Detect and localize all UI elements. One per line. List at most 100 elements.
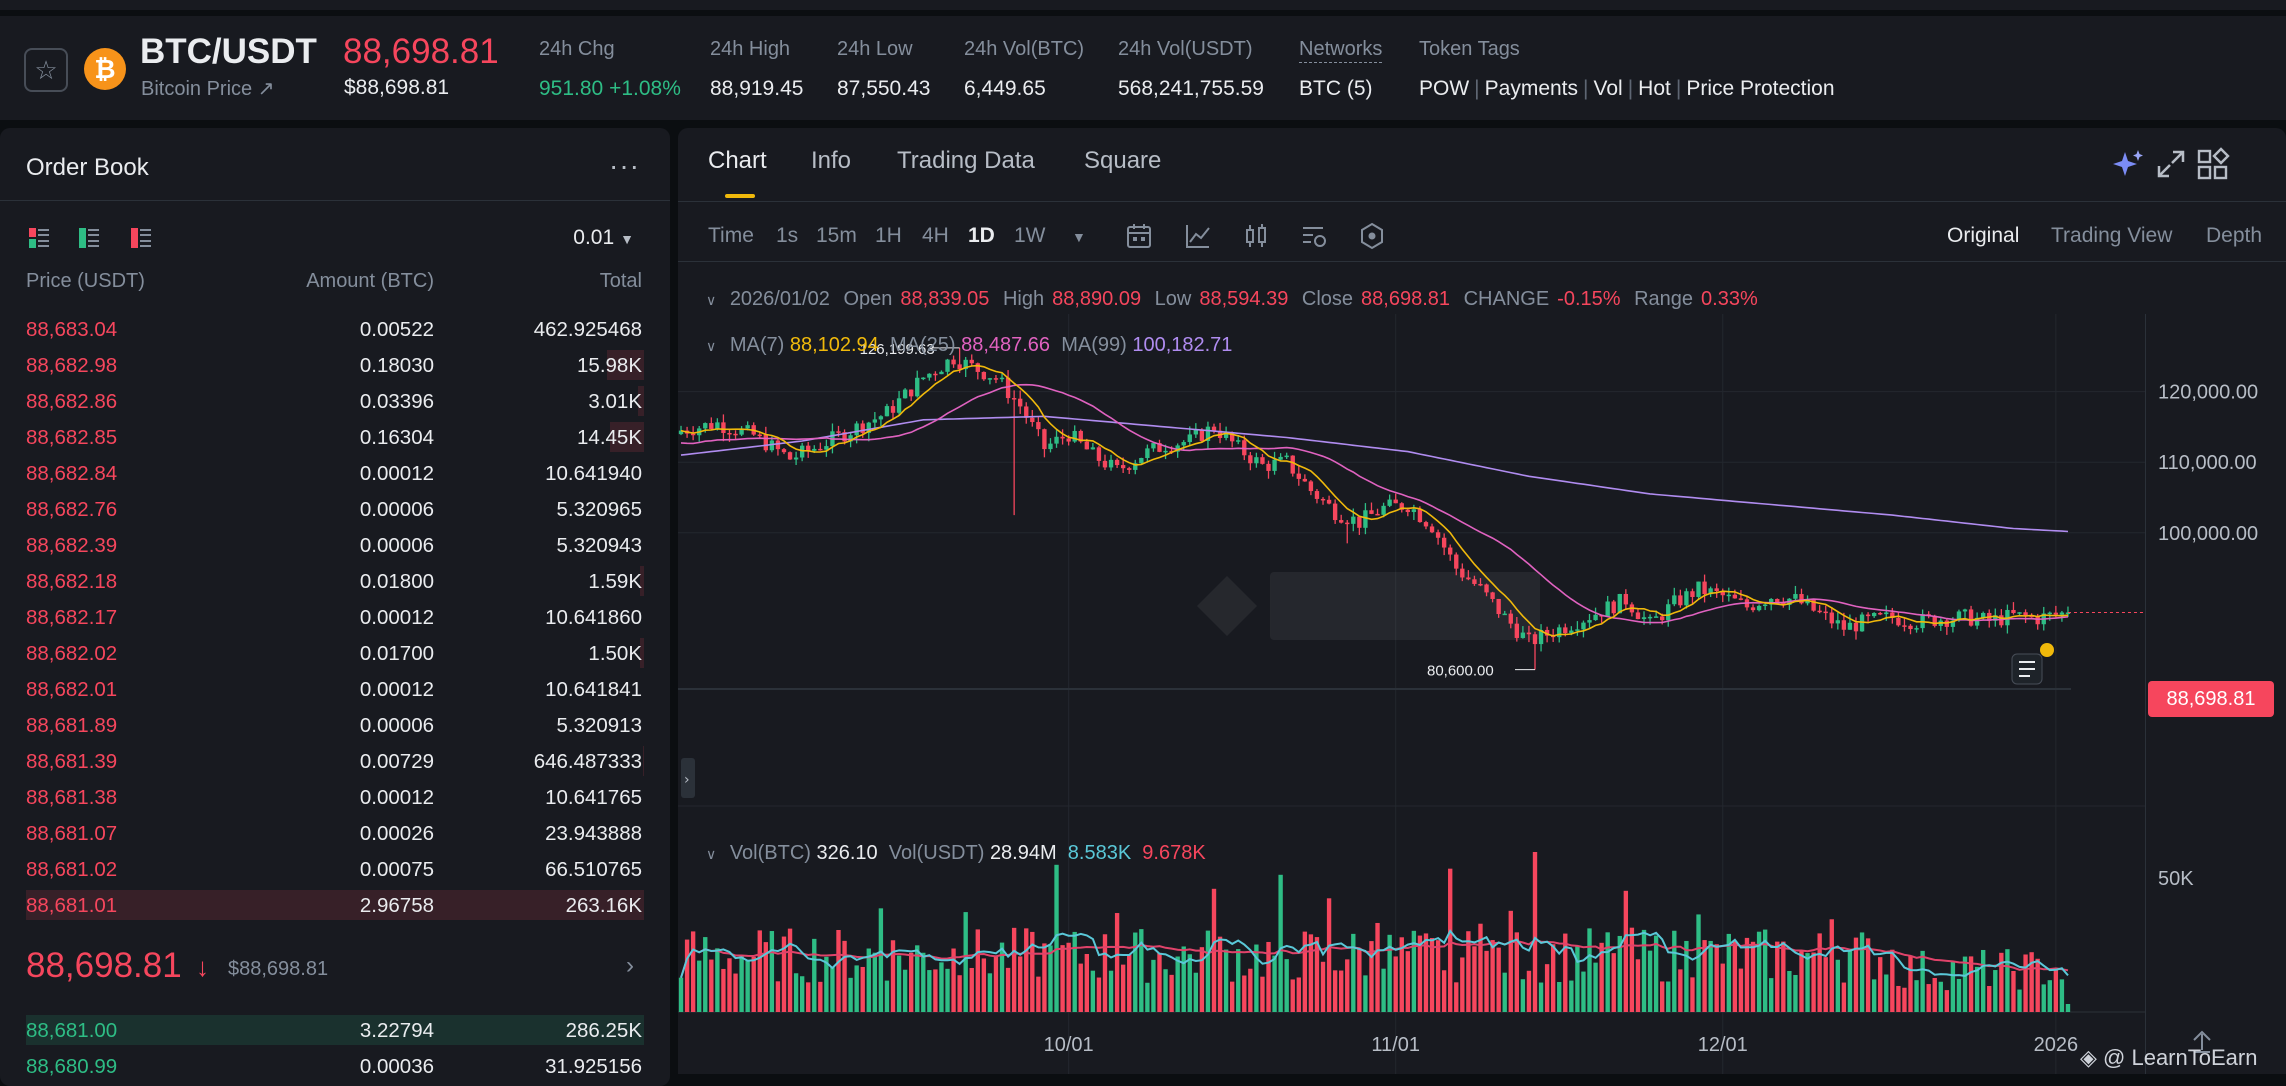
volume-bar bbox=[1781, 941, 1786, 1012]
ask-row[interactable]: 88,682.76 0.00006 5.320965 bbox=[0, 491, 670, 527]
volume-bar bbox=[1726, 933, 1731, 1012]
tf-time[interactable]: Time bbox=[708, 224, 754, 247]
tab-trading-data[interactable]: Trading Data bbox=[897, 147, 1035, 174]
calendar-icon[interactable] bbox=[1124, 221, 1154, 251]
ask-row[interactable]: 88,681.01 2.96758 263.16K bbox=[0, 887, 670, 923]
ask-row[interactable]: 88,681.39 0.00729 646.487333 bbox=[0, 743, 670, 779]
tag-pow[interactable]: POW bbox=[1419, 77, 1470, 100]
volume-bar bbox=[1272, 955, 1277, 1012]
tf-1d[interactable]: 1D bbox=[968, 224, 995, 247]
candle-type-icon[interactable] bbox=[1241, 221, 1271, 251]
volume-bar bbox=[1762, 929, 1768, 1012]
ask-row[interactable]: 88,682.17 0.00012 10.641860 bbox=[0, 599, 670, 635]
candle-body bbox=[1647, 616, 1653, 619]
tab-chart[interactable]: Chart bbox=[708, 147, 767, 174]
volume-bar bbox=[1133, 932, 1138, 1012]
chevron-right-icon[interactable]: › bbox=[626, 952, 634, 979]
ask-row[interactable]: 88,682.84 0.00012 10.641940 bbox=[0, 455, 670, 491]
chevron-down-icon[interactable]: ∨ bbox=[706, 846, 717, 862]
volume-bar bbox=[860, 966, 865, 1012]
last-price-usd: $88,698.81 bbox=[344, 76, 450, 99]
candle-body bbox=[1114, 459, 1120, 466]
ma99-line bbox=[680, 415, 2069, 533]
volume-bar bbox=[1720, 963, 1725, 1012]
candle-body bbox=[933, 373, 938, 376]
volume-bar bbox=[1454, 982, 1459, 1012]
volume-bar bbox=[902, 969, 908, 1012]
ask-row[interactable]: 88,683.04 0.00522 462.925468 bbox=[0, 311, 670, 347]
ask-row[interactable]: 88,681.07 0.00026 23.943888 bbox=[0, 815, 670, 851]
tf-4h[interactable]: 4H bbox=[922, 224, 949, 247]
ai-sparkle-icon[interactable] bbox=[2111, 146, 2147, 182]
stat-networks[interactable]: Networks BTC (5) bbox=[1299, 38, 1383, 100]
view-trading-view[interactable]: Trading View bbox=[2051, 224, 2173, 247]
more-options-icon[interactable]: ··· bbox=[609, 150, 640, 181]
candle-body bbox=[1048, 443, 1053, 450]
view-original[interactable]: Original bbox=[1947, 224, 2020, 247]
volume-bar bbox=[715, 948, 720, 1012]
stat-24h-vol-usdt: 24h Vol(USDT) 568,241,755.59 bbox=[1118, 38, 1264, 100]
tf-1w[interactable]: 1W bbox=[1014, 224, 1046, 247]
volume-bar bbox=[1732, 941, 1738, 1012]
volume-bar bbox=[1254, 944, 1259, 1012]
volume-bar bbox=[1399, 937, 1404, 1012]
ask-row[interactable]: 88,681.89 0.00006 5.320913 bbox=[0, 707, 670, 743]
tab-info[interactable]: Info bbox=[811, 147, 852, 174]
tag-price-protection[interactable]: Price Protection bbox=[1686, 77, 1835, 100]
volume-bar bbox=[1387, 934, 1392, 1012]
volume-bar bbox=[1127, 954, 1132, 1012]
chart-tabs: Chart Info Trading Data Square bbox=[678, 128, 2286, 202]
candle-body bbox=[1950, 620, 1956, 627]
tf-1s[interactable]: 1s bbox=[776, 224, 799, 247]
book-mode-bids-icon[interactable] bbox=[78, 227, 100, 249]
depth-bar bbox=[642, 746, 644, 776]
tab-square[interactable]: Square bbox=[1084, 147, 1162, 174]
volume-bar bbox=[1393, 956, 1398, 1012]
ask-price: 88,682.18 bbox=[26, 570, 118, 593]
ask-row[interactable]: 88,682.18 0.01800 1.59K bbox=[0, 563, 670, 599]
chart-settings-icon[interactable] bbox=[1299, 221, 1329, 251]
book-mode-asks-icon[interactable] bbox=[130, 227, 152, 249]
expand-icon[interactable] bbox=[2153, 146, 2189, 182]
bid-row[interactable]: 88,680.99 0.00036 31.925156 bbox=[0, 1048, 670, 1084]
book-mode-both-icon[interactable] bbox=[28, 227, 50, 249]
pair-subtitle[interactable]: Bitcoin Price ↗ bbox=[141, 78, 275, 100]
favorite-star-icon[interactable]: ☆ bbox=[24, 48, 68, 92]
tag-hot[interactable]: Hot bbox=[1638, 77, 1671, 100]
ask-row[interactable]: 88,682.39 0.00006 5.320943 bbox=[0, 527, 670, 563]
tag-payments[interactable]: Payments bbox=[1484, 77, 1579, 100]
precision-select[interactable]: 0.01 ▼ bbox=[573, 226, 634, 249]
ask-row[interactable]: 88,682.02 0.01700 1.50K bbox=[0, 635, 670, 671]
tf-more-chevron-icon[interactable]: ▼ bbox=[1072, 229, 1086, 245]
volume-bar bbox=[751, 956, 756, 1012]
candle-body bbox=[2065, 612, 2071, 615]
volume-bar bbox=[1950, 961, 1956, 1012]
indicators-icon[interactable] bbox=[1183, 221, 1213, 251]
volume-bar bbox=[709, 959, 714, 1012]
ask-row[interactable]: 88,682.86 0.03396 3.01K bbox=[0, 383, 670, 419]
ask-amount: 0.00012 bbox=[359, 462, 434, 485]
ask-row[interactable]: 88,682.85 0.16304 14.45K bbox=[0, 419, 670, 455]
tf-15m[interactable]: 15m bbox=[816, 224, 857, 247]
y-axis-divider bbox=[2145, 314, 2146, 1074]
ask-row[interactable]: 88,682.01 0.00012 10.641841 bbox=[0, 671, 670, 707]
chevron-down-icon[interactable]: ∨ bbox=[706, 338, 717, 354]
ask-row[interactable]: 88,681.38 0.00012 10.641765 bbox=[0, 779, 670, 815]
bid-row[interactable]: 88,681.00 3.22794 286.25K bbox=[0, 1012, 670, 1048]
ask-row[interactable]: 88,682.98 0.18030 15.98K bbox=[0, 347, 670, 383]
candlestick-chart[interactable]: 126,199.63 80,600.00 120,000.00 110,000.00 1… bbox=[678, 262, 2286, 1074]
candle-body bbox=[2023, 612, 2028, 616]
volume-bar bbox=[1605, 932, 1610, 1012]
candle-body bbox=[999, 377, 1005, 380]
volume-bar bbox=[1896, 985, 1901, 1012]
candle-body bbox=[1199, 429, 1205, 441]
tf-1h[interactable]: 1H bbox=[875, 224, 902, 247]
candle-body bbox=[2017, 612, 2022, 614]
layout-grid-icon[interactable] bbox=[2195, 146, 2231, 182]
chevron-down-icon[interactable]: ∨ bbox=[706, 292, 717, 308]
tag-vol[interactable]: Vol bbox=[1593, 77, 1623, 100]
candle-body bbox=[1696, 581, 1701, 597]
hexagon-settings-icon[interactable] bbox=[1357, 221, 1387, 251]
view-depth[interactable]: Depth bbox=[2206, 224, 2263, 247]
ask-row[interactable]: 88,681.02 0.00075 66.510765 bbox=[0, 851, 670, 887]
